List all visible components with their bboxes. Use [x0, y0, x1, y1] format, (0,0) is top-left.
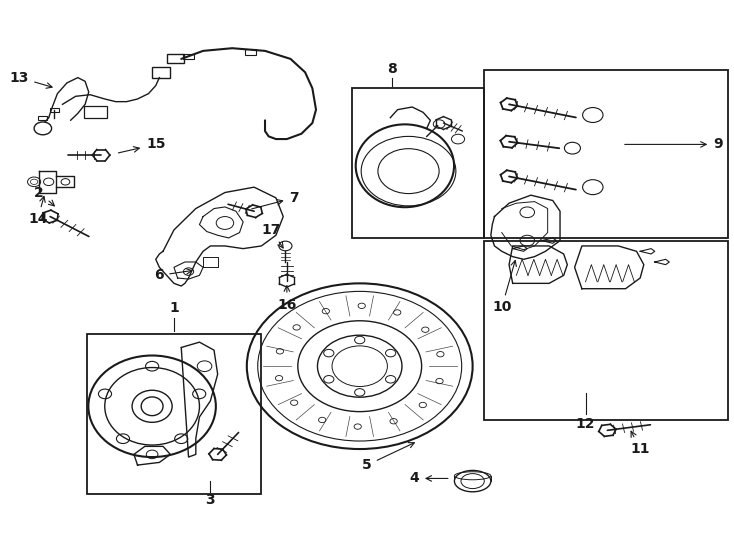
Bar: [245, 49, 255, 55]
Text: 9: 9: [625, 137, 723, 151]
Bar: [184, 53, 194, 59]
Text: 10: 10: [492, 260, 516, 314]
Text: 11: 11: [631, 431, 650, 456]
Text: 2: 2: [34, 186, 54, 206]
Bar: [87, 334, 261, 495]
Text: 17: 17: [261, 223, 283, 248]
Text: 15: 15: [118, 137, 165, 153]
Bar: [484, 70, 727, 238]
Text: 16: 16: [277, 286, 297, 312]
Bar: [167, 53, 184, 63]
Text: 12: 12: [575, 417, 595, 431]
Text: 13: 13: [10, 71, 52, 88]
Text: 8: 8: [388, 62, 397, 76]
Text: 6: 6: [155, 268, 192, 282]
Text: 14: 14: [28, 197, 48, 226]
Text: 5: 5: [362, 443, 415, 472]
Text: 4: 4: [410, 471, 448, 485]
Bar: [352, 88, 484, 238]
Bar: [38, 116, 47, 120]
Bar: [484, 241, 727, 420]
Text: 3: 3: [206, 494, 215, 508]
Bar: [84, 106, 107, 118]
Text: 1: 1: [169, 301, 179, 315]
Text: 7: 7: [252, 191, 299, 209]
Bar: [50, 108, 59, 112]
Bar: [152, 67, 170, 78]
